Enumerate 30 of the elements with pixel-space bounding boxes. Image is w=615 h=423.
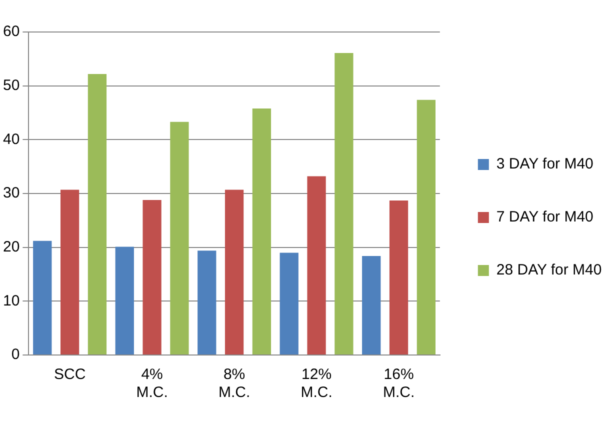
x-tick-label: SCC — [54, 366, 86, 384]
bar — [416, 100, 436, 354]
bar — [252, 108, 272, 354]
bar — [280, 252, 298, 354]
bar — [307, 176, 326, 354]
bar — [170, 122, 189, 354]
bar — [362, 256, 381, 354]
bar — [33, 240, 52, 354]
y-tick-label: 60 — [2, 23, 20, 40]
bar — [88, 74, 107, 354]
bar — [142, 200, 162, 354]
y-tick-label: 10 — [2, 292, 20, 310]
bar — [334, 52, 354, 354]
x-tick-label: 16% M.C. — [382, 366, 415, 402]
x-tick-label: 4% M.C. — [136, 366, 168, 402]
legend-label: 3 DAY for M40 — [496, 156, 594, 173]
bar — [198, 250, 216, 354]
y-tick-label: 20 — [2, 238, 20, 256]
bar — [224, 190, 244, 354]
bar — [115, 246, 134, 354]
y-tick-label: 30 — [2, 184, 20, 202]
legend-label: 28 DAY for M40 — [496, 262, 602, 279]
y-tick-label: 50 — [2, 76, 20, 94]
legend-label: 7 DAY for M40 — [496, 208, 594, 226]
x-tick-label: 12% M.C. — [300, 366, 332, 402]
y-tick-label: 0 — [11, 346, 20, 364]
x-tick-label: 8% M.C. — [218, 366, 250, 402]
y-tick-label: 40 — [2, 130, 20, 148]
bar — [389, 200, 408, 354]
bar — [60, 190, 80, 354]
